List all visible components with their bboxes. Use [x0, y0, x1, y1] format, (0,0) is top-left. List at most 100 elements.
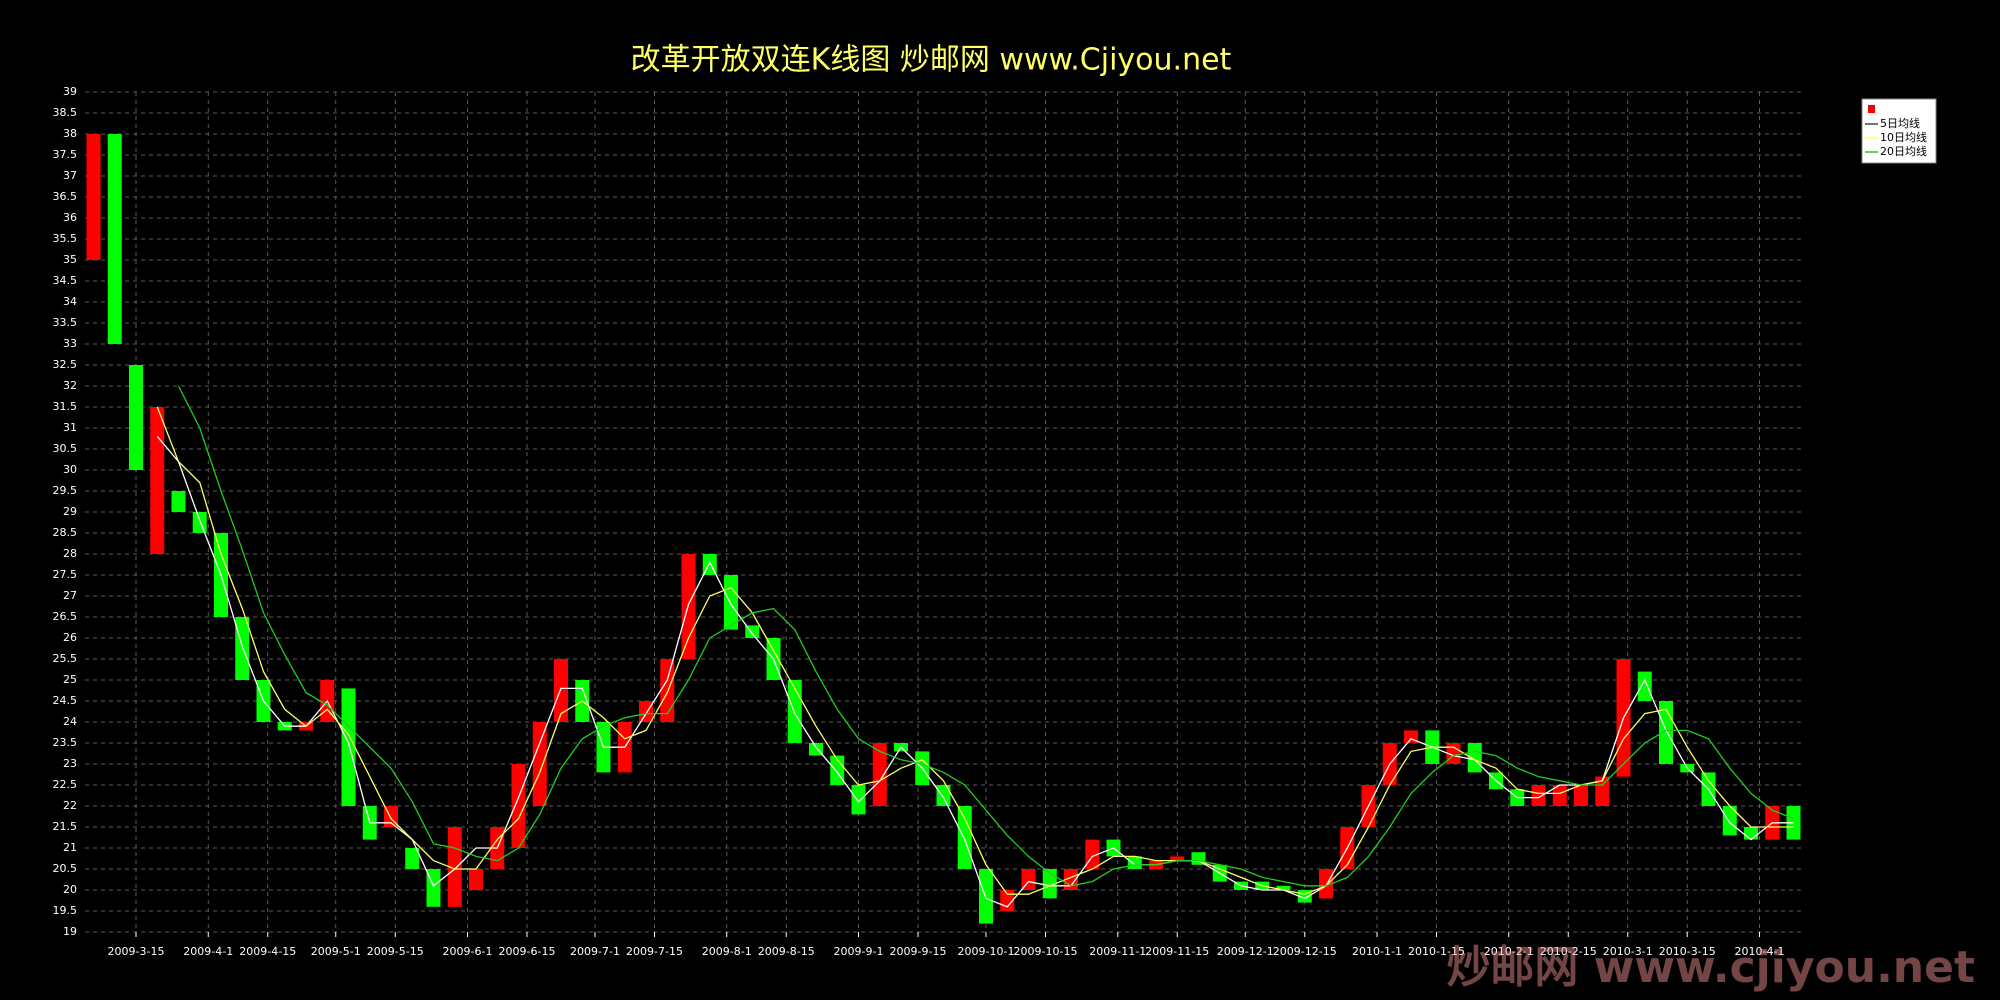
y-tick-label: 26.5 [53, 610, 78, 623]
x-tick-label: 2010-2-1 [1484, 945, 1534, 958]
x-tick-label: 2009-4-1 [183, 945, 233, 958]
candle [1319, 869, 1333, 899]
candle [1595, 776, 1610, 806]
candle [660, 659, 675, 722]
x-tick-label: 2009-10-15 [1014, 945, 1078, 958]
y-tick-label: 35.5 [53, 232, 78, 245]
x-tick-label: 2009-8-15 [758, 945, 815, 958]
x-tick-label: 2010-2-15 [1540, 945, 1597, 958]
candle [1531, 785, 1546, 806]
y-tick-label: 38 [63, 127, 77, 140]
y-tick-label: 38.5 [53, 106, 78, 119]
y-tick-label: 19 [63, 925, 77, 938]
x-tick-label: 2009-12-15 [1273, 945, 1337, 958]
candle [129, 365, 143, 470]
x-tick-label: 2009-7-15 [626, 945, 683, 958]
y-tick-label: 29.5 [53, 484, 78, 497]
legend-label: 5日均线 [1880, 116, 1920, 130]
y-tick-label: 39 [63, 85, 77, 98]
y-tick-label: 19.5 [53, 904, 78, 917]
y-tick-label: 33.5 [53, 316, 78, 329]
candle [405, 848, 420, 869]
y-tick-label: 24 [63, 715, 77, 728]
chart-title: 改革开放双连K线图 炒邮网 www.Cjiyou.net [631, 43, 1232, 78]
candle [469, 869, 483, 890]
candle [1467, 743, 1482, 773]
candle [235, 617, 250, 680]
watermark: 炒邮网 www.cjiyou.net [1446, 942, 1975, 993]
candle [1552, 785, 1567, 806]
candle [150, 407, 165, 554]
candle [1127, 856, 1142, 869]
candle [341, 688, 356, 806]
y-tick-label: 35 [63, 253, 77, 266]
x-tick-label: 2009-4-15 [239, 945, 296, 958]
candle [1574, 785, 1588, 806]
y-tick-label: 31 [63, 421, 77, 434]
y-tick-label: 23 [63, 757, 77, 770]
y-tick-label: 28.5 [53, 526, 78, 539]
candle [1276, 885, 1291, 890]
x-tick-label: 2009-10-1 [958, 945, 1015, 958]
candle [1042, 869, 1057, 899]
x-tick-label: 2010-1-15 [1408, 945, 1465, 958]
candle [1170, 856, 1185, 861]
candle [1722, 806, 1737, 836]
y-tick-label: 34.5 [53, 274, 78, 287]
x-tick-label: 2009-11-15 [1145, 945, 1209, 958]
y-tick-label: 30 [63, 463, 77, 476]
x-tick-label: 2009-7-1 [570, 945, 620, 958]
y-tick-label: 36.5 [53, 190, 78, 203]
x-tick-label: 2009-9-1 [834, 945, 884, 958]
x-tick-label: 2009-5-15 [367, 945, 424, 958]
y-tick-label: 21 [63, 841, 77, 854]
y-tick-label: 37 [63, 169, 77, 182]
y-tick-label: 24.5 [53, 694, 78, 707]
y-tick-label: 25.5 [53, 652, 78, 665]
y-tick-label: 36 [63, 211, 77, 224]
candle [86, 134, 101, 260]
y-tick-label: 20 [63, 883, 77, 896]
candle [809, 743, 823, 756]
candle [192, 512, 207, 533]
x-tick-label: 2010-3-1 [1603, 945, 1653, 958]
candle [511, 764, 526, 848]
y-tick-label: 34 [63, 295, 77, 308]
y-tick-label: 28 [63, 547, 77, 560]
moving-average-line [156, 406, 1794, 895]
y-tick-label: 30.5 [53, 442, 78, 455]
candle [724, 575, 738, 630]
x-tick-label: 2009-6-15 [499, 945, 556, 958]
candle [936, 785, 951, 806]
candle [872, 743, 887, 806]
moving-average-line [177, 385, 1794, 887]
y-tick-label: 26 [63, 631, 77, 644]
y-tick-label: 33 [63, 337, 77, 350]
y-tick-label: 23.5 [53, 736, 78, 749]
legend-label: 20日均线 [1880, 144, 1927, 158]
candle [851, 785, 866, 815]
moving-average-line [156, 435, 1794, 908]
y-tick-label: 27 [63, 589, 77, 602]
y-tick-label: 37.5 [53, 148, 78, 161]
x-tick-label: 2009-6-1 [443, 945, 493, 958]
x-tick-label: 2010-1-1 [1352, 945, 1402, 958]
candle [532, 722, 547, 806]
y-tick-label: 32 [63, 379, 77, 392]
y-tick-label: 25 [63, 673, 77, 686]
candle [1637, 671, 1652, 701]
y-tick-label: 27.5 [53, 568, 78, 581]
x-tick-label: 2009-3-15 [108, 945, 165, 958]
x-tick-label: 2009-8-1 [702, 945, 752, 958]
y-tick-label: 29 [63, 505, 77, 518]
y-tick-label: 22.5 [53, 778, 78, 791]
x-tick-label: 2009-11-1 [1089, 945, 1146, 958]
candle [171, 491, 186, 512]
candle [957, 806, 972, 869]
candle [1744, 827, 1758, 840]
candle [979, 869, 993, 924]
x-tick-label: 2010-3-15 [1659, 945, 1716, 958]
